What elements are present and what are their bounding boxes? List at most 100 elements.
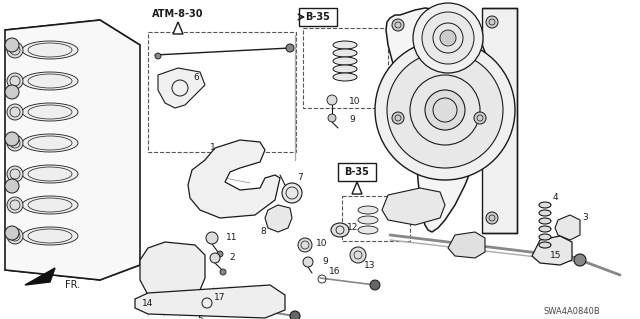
Ellipse shape bbox=[539, 234, 551, 240]
Circle shape bbox=[486, 16, 498, 28]
Circle shape bbox=[392, 112, 404, 124]
Text: 17: 17 bbox=[214, 293, 226, 302]
Text: 6: 6 bbox=[193, 73, 199, 83]
Ellipse shape bbox=[333, 65, 357, 73]
Bar bbox=[303, 28, 388, 108]
Ellipse shape bbox=[331, 223, 349, 237]
Polygon shape bbox=[555, 215, 580, 240]
Circle shape bbox=[370, 280, 380, 290]
Circle shape bbox=[350, 247, 366, 263]
Polygon shape bbox=[386, 8, 488, 232]
Circle shape bbox=[303, 257, 313, 267]
Polygon shape bbox=[25, 268, 55, 285]
Circle shape bbox=[286, 44, 294, 52]
Polygon shape bbox=[158, 68, 205, 108]
Circle shape bbox=[290, 311, 300, 319]
Bar bbox=[482, 8, 517, 233]
Bar bbox=[342, 196, 410, 241]
Circle shape bbox=[5, 226, 19, 240]
Bar bbox=[148, 32, 296, 152]
Text: SWA4A0840B: SWA4A0840B bbox=[543, 308, 600, 316]
Text: 3: 3 bbox=[582, 213, 588, 222]
Circle shape bbox=[7, 73, 23, 89]
Circle shape bbox=[375, 40, 515, 180]
Text: 2: 2 bbox=[229, 254, 235, 263]
Circle shape bbox=[282, 183, 302, 203]
Polygon shape bbox=[173, 22, 183, 34]
Ellipse shape bbox=[358, 216, 378, 224]
Circle shape bbox=[387, 52, 503, 168]
Text: ATM-8-30: ATM-8-30 bbox=[152, 9, 204, 19]
Ellipse shape bbox=[22, 196, 78, 214]
Text: 13: 13 bbox=[364, 261, 376, 270]
Bar bbox=[150, 268, 200, 290]
Circle shape bbox=[328, 114, 336, 122]
Polygon shape bbox=[265, 205, 292, 232]
Polygon shape bbox=[188, 140, 280, 218]
Circle shape bbox=[486, 212, 498, 224]
Text: B-35: B-35 bbox=[344, 167, 369, 177]
Text: FR.: FR. bbox=[65, 280, 80, 290]
Circle shape bbox=[7, 104, 23, 120]
Ellipse shape bbox=[22, 227, 78, 245]
Circle shape bbox=[327, 95, 337, 105]
Text: 4: 4 bbox=[552, 194, 558, 203]
Circle shape bbox=[7, 166, 23, 182]
Ellipse shape bbox=[22, 72, 78, 90]
Circle shape bbox=[440, 30, 456, 46]
Ellipse shape bbox=[539, 226, 551, 232]
Circle shape bbox=[7, 228, 23, 244]
Polygon shape bbox=[5, 20, 140, 280]
Circle shape bbox=[155, 53, 161, 59]
Text: B-35: B-35 bbox=[305, 12, 330, 22]
Circle shape bbox=[5, 38, 19, 52]
Circle shape bbox=[474, 112, 486, 124]
Circle shape bbox=[217, 251, 223, 257]
Ellipse shape bbox=[539, 218, 551, 224]
Ellipse shape bbox=[358, 226, 378, 234]
Circle shape bbox=[298, 238, 312, 252]
Circle shape bbox=[574, 254, 586, 266]
Text: 16: 16 bbox=[329, 268, 340, 277]
Ellipse shape bbox=[539, 202, 551, 208]
Ellipse shape bbox=[539, 242, 551, 248]
Ellipse shape bbox=[333, 73, 357, 81]
Text: 9: 9 bbox=[322, 257, 328, 266]
Ellipse shape bbox=[22, 134, 78, 152]
Circle shape bbox=[5, 179, 19, 193]
Circle shape bbox=[425, 90, 465, 130]
Text: 12: 12 bbox=[348, 224, 358, 233]
Text: 1: 1 bbox=[210, 144, 216, 152]
Circle shape bbox=[413, 3, 483, 73]
Circle shape bbox=[392, 209, 404, 221]
Text: 11: 11 bbox=[227, 234, 237, 242]
Ellipse shape bbox=[333, 41, 357, 49]
Polygon shape bbox=[532, 236, 572, 265]
Polygon shape bbox=[382, 188, 445, 225]
Circle shape bbox=[392, 19, 404, 31]
Polygon shape bbox=[352, 182, 362, 194]
Bar bbox=[338, 163, 376, 181]
Polygon shape bbox=[135, 285, 285, 318]
Circle shape bbox=[7, 197, 23, 213]
Ellipse shape bbox=[22, 41, 78, 59]
Text: 9: 9 bbox=[349, 115, 355, 124]
Polygon shape bbox=[140, 242, 205, 300]
Circle shape bbox=[220, 269, 226, 275]
Circle shape bbox=[422, 12, 474, 64]
Ellipse shape bbox=[22, 165, 78, 183]
Circle shape bbox=[7, 135, 23, 151]
Text: 14: 14 bbox=[142, 299, 154, 308]
Ellipse shape bbox=[333, 49, 357, 57]
Ellipse shape bbox=[358, 206, 378, 214]
Circle shape bbox=[206, 232, 218, 244]
Text: 5: 5 bbox=[197, 315, 203, 319]
Circle shape bbox=[7, 42, 23, 58]
Circle shape bbox=[210, 253, 220, 263]
Text: 10: 10 bbox=[349, 98, 361, 107]
Circle shape bbox=[5, 132, 19, 146]
Ellipse shape bbox=[333, 57, 357, 65]
Text: 15: 15 bbox=[550, 250, 562, 259]
Ellipse shape bbox=[22, 103, 78, 121]
Polygon shape bbox=[448, 232, 485, 258]
